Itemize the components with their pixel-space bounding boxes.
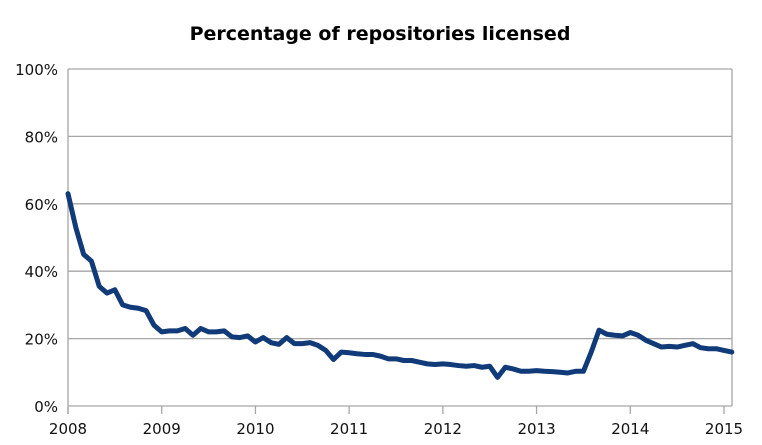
y-tick-label: 0%: [34, 398, 58, 416]
y-tick-label: 20%: [25, 331, 58, 349]
y-tick-label: 60%: [25, 196, 58, 214]
x-tick-label: 2009: [143, 420, 181, 438]
series-line: [65, 191, 735, 380]
y-tick-label: 40%: [25, 263, 58, 281]
x-tick-label: 2008: [49, 420, 87, 438]
y-tick-label: 100%: [15, 61, 58, 79]
y-tick-label: 80%: [25, 128, 58, 146]
x-tick-label: 2015: [705, 420, 743, 438]
x-tick-label: 2014: [611, 420, 649, 438]
x-tick-label: 2010: [236, 420, 274, 438]
chart-title: Percentage of repositories licensed: [190, 23, 571, 45]
x-tick-label: 2013: [517, 420, 555, 438]
x-tick-label: 2011: [330, 420, 368, 438]
x-tick-label: 2012: [424, 420, 462, 438]
